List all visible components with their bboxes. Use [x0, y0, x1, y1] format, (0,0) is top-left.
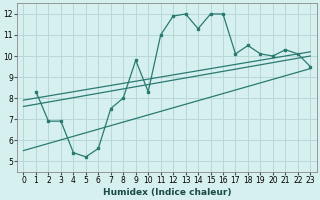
X-axis label: Humidex (Indice chaleur): Humidex (Indice chaleur) — [103, 188, 231, 197]
